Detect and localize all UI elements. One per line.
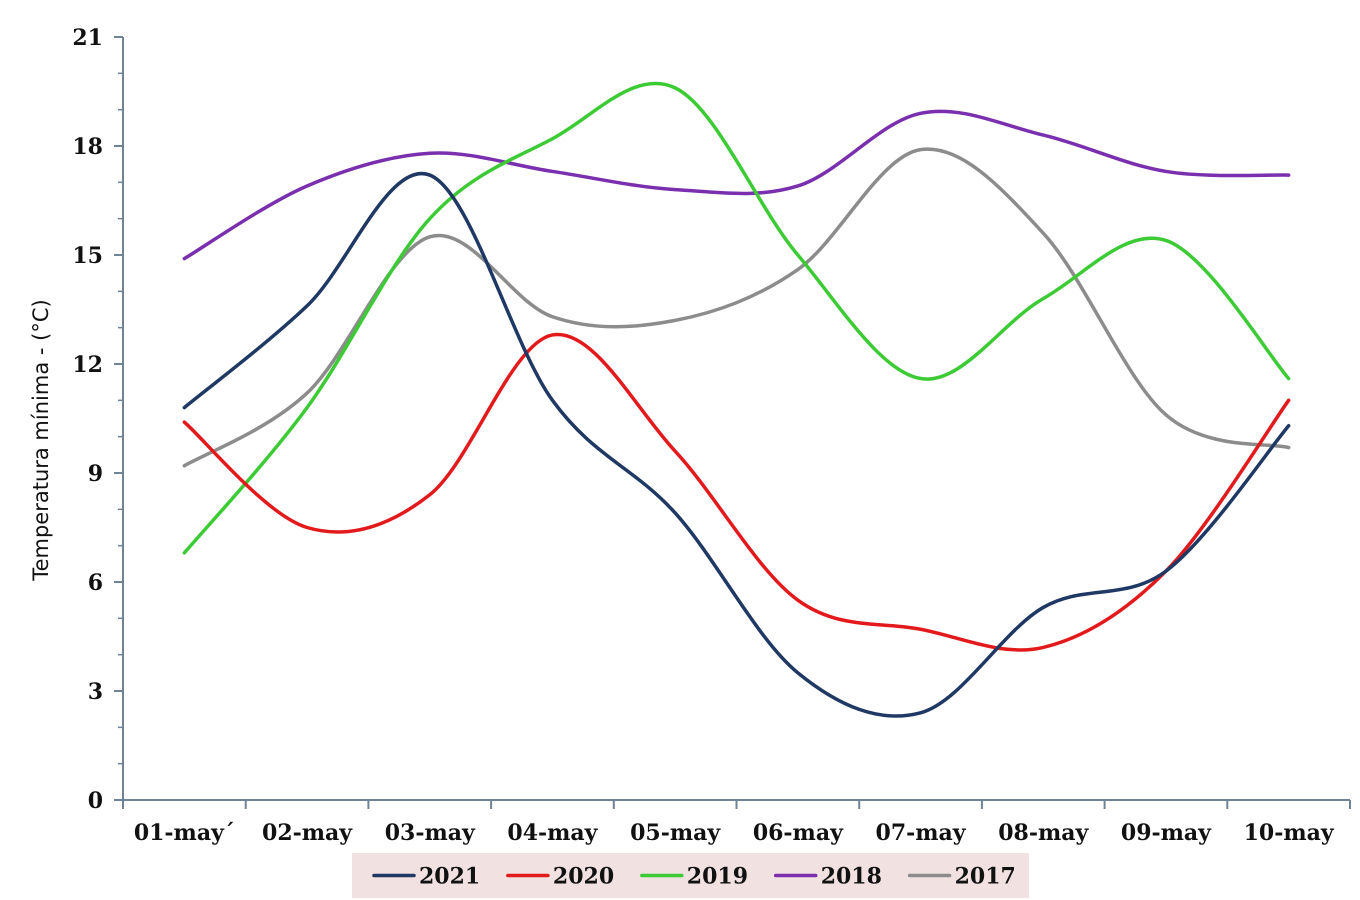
series-line-2018 <box>182 109 1291 261</box>
x-tick-label: 07-may <box>876 820 967 846</box>
legend-label-2021: 2021 <box>419 864 480 890</box>
x-tick-label: 03-may <box>385 820 476 846</box>
y-tick-label: 21 <box>72 25 103 51</box>
legend-label-2019: 2019 <box>687 864 748 890</box>
x-tick-label: 10-may <box>1244 820 1335 846</box>
y-axis-label: Temperatura mínima - (°C) <box>29 299 53 581</box>
series-layer <box>182 81 1291 718</box>
series-line-2017 <box>182 147 1291 468</box>
y-tick-label: 18 <box>72 134 103 160</box>
x-tick-label: 09-may <box>1121 820 1212 846</box>
x-tick-label: 06-may <box>753 820 844 846</box>
y-tick-label: 12 <box>72 352 103 378</box>
legend-label-2017: 2017 <box>955 864 1016 890</box>
x-tick-label: 02-may <box>262 820 353 846</box>
series-line-2019 <box>182 81 1291 555</box>
legend: 2021 2020 2019 2018 2017 <box>352 853 1029 898</box>
y-tick-label: 3 <box>88 679 103 705</box>
legend-label-2018: 2018 <box>821 864 882 890</box>
y-tick-label: 15 <box>72 243 103 269</box>
series-line-2020 <box>182 332 1291 652</box>
y-tick-label: 6 <box>88 570 103 596</box>
x-tick-label: 05-may <box>630 820 721 846</box>
series-line-2021 <box>182 171 1291 718</box>
y-tick-label: 0 <box>88 788 103 814</box>
x-tick-label: 08-may <box>998 820 1089 846</box>
tick-labels: 0 3 6 9 12 15 18 21 01-may´ 02-may 03-may 04-may 05-… <box>72 25 1335 846</box>
y-tick-label: 9 <box>88 461 103 487</box>
legend-label-2020: 2020 <box>553 864 614 890</box>
x-tick-label: 04-may <box>507 820 598 846</box>
axes <box>114 36 1351 809</box>
x-tick-label: 01-may´ <box>134 820 235 846</box>
